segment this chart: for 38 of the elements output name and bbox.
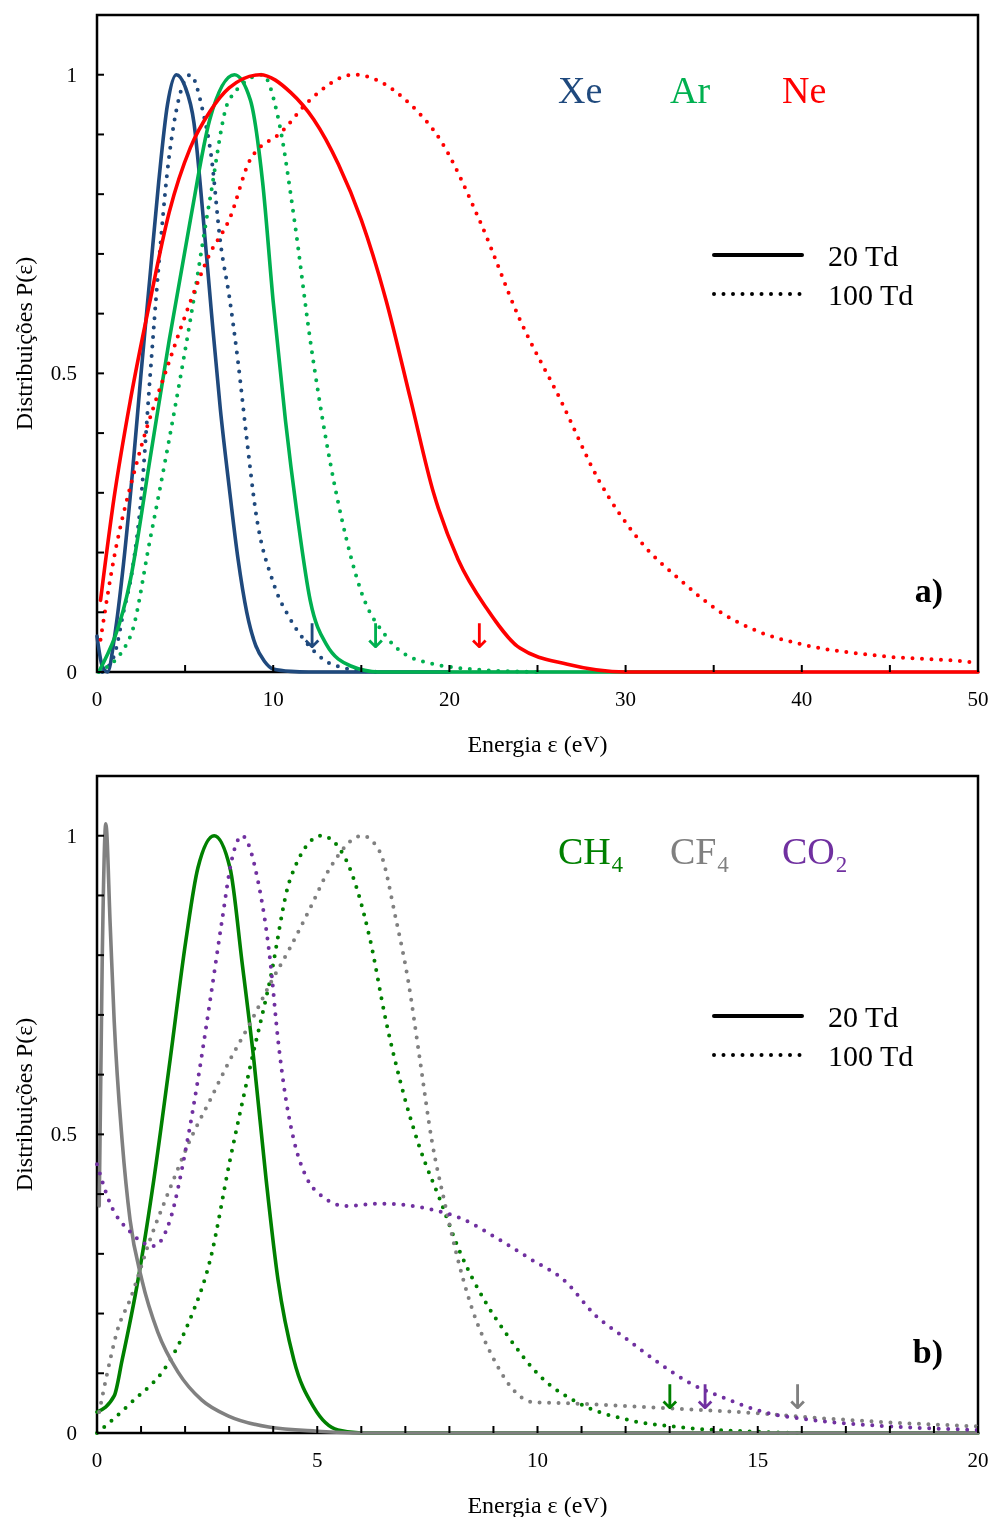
x-axis-title: Energia ε (eV) (467, 731, 608, 757)
y-tick-label: 1 (66, 823, 77, 848)
y-tick-label: 0.5 (50, 1122, 77, 1147)
x-tick-label: 20 (438, 687, 460, 711)
text: CF₄ (670, 830, 730, 872)
y-tick-label: 0 (66, 1421, 77, 1445)
x-tick-label: 30 (615, 687, 637, 711)
x-tick-label: 0 (91, 1448, 103, 1472)
x-tick-label: 40 (791, 687, 813, 711)
x-tick-label: 50 (967, 687, 989, 711)
annotation: ↓ (690, 1377, 720, 1417)
x-tick-label: 10 (262, 687, 284, 711)
x-tick-label: 15 (747, 1448, 769, 1472)
annotation: b) (912, 1333, 943, 1371)
annotation: ↓ (361, 616, 390, 656)
text: Xe (558, 69, 603, 111)
annotation: ↓ (783, 1377, 812, 1417)
annotation: ↓ (297, 616, 327, 656)
y-axis-title: Distribuições P(ε) (11, 256, 37, 431)
annotation: ↓ (465, 616, 494, 656)
annotation: 100 Td (828, 278, 914, 311)
text: CO₂ (782, 830, 849, 872)
annotation: 20 Td (828, 1000, 899, 1033)
y-axis-title: Distribuições P(ε) (11, 1017, 37, 1192)
text: CH₄ (558, 830, 625, 872)
x-tick-label: 0 (91, 687, 103, 711)
y-tick-label: 0.5 (50, 361, 77, 386)
text: Ar (670, 69, 711, 111)
y-tick-label: 0 (66, 660, 77, 684)
text: Ne (782, 69, 827, 111)
x-tick-label: 20 (967, 1448, 989, 1472)
y-tick-label: 1 (66, 62, 77, 87)
annotation: ↓ (655, 1377, 684, 1417)
annotation: a) (914, 572, 943, 610)
annotation: 20 Td (828, 239, 899, 272)
x-tick-label: 5 (312, 1448, 323, 1472)
x-tick-label: 10 (527, 1448, 548, 1472)
annotation: 100 Td (828, 1039, 914, 1072)
